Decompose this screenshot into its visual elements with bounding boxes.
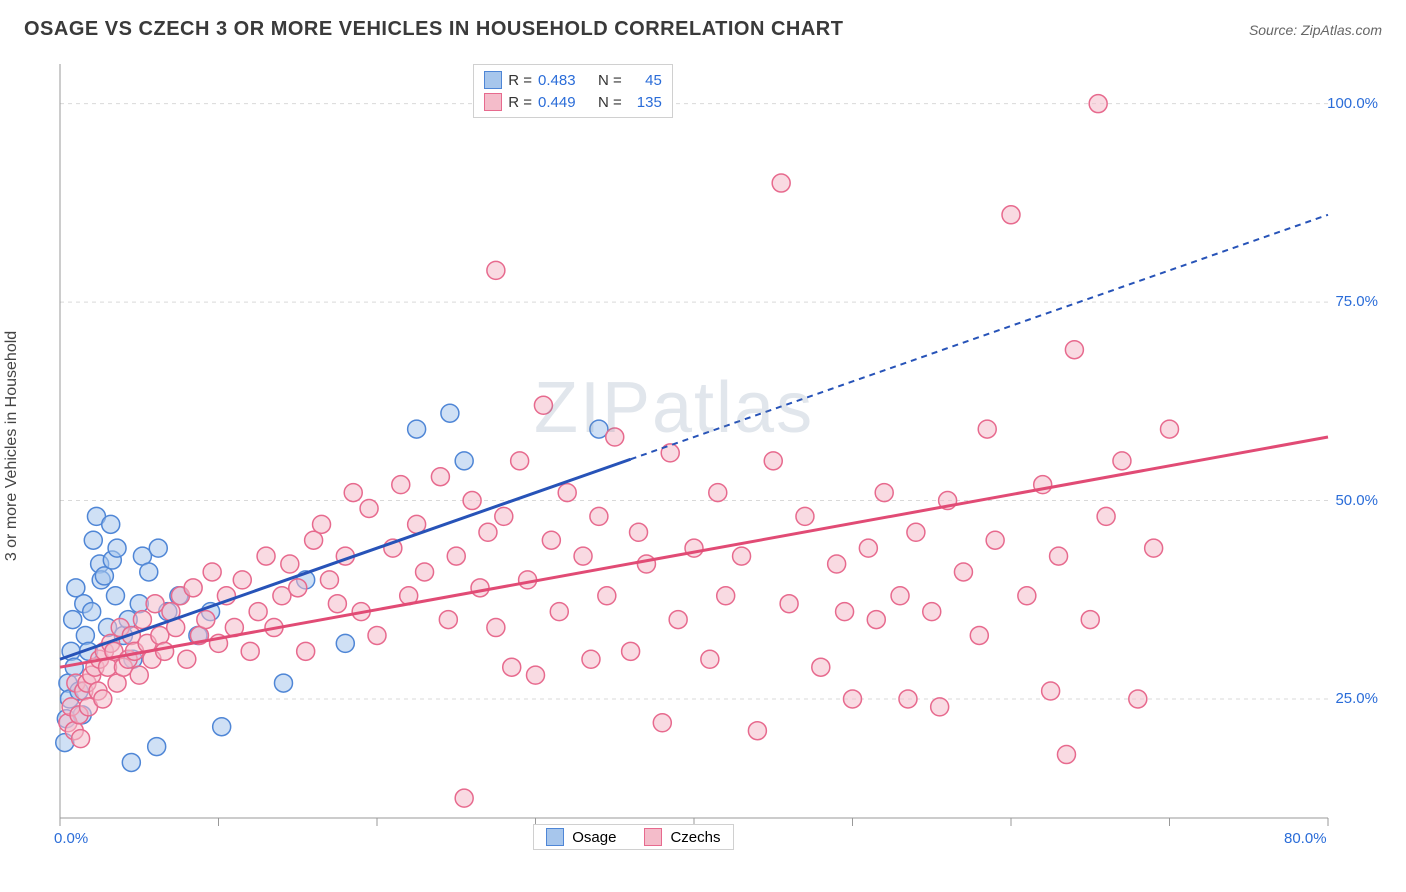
legend-swatch [644, 828, 662, 846]
n-value: 135 [628, 94, 662, 111]
legend-swatch [484, 71, 502, 89]
y-tick-label: 50.0% [1335, 492, 1378, 509]
stats-legend: R = 0.483 N = 45 R = 0.449 N = 135 [473, 64, 673, 118]
n-label: N = [598, 72, 622, 89]
stats-legend-row: R = 0.483 N = 45 [484, 69, 662, 91]
y-tick-label: 100.0% [1327, 95, 1378, 112]
r-value: 0.449 [538, 94, 592, 111]
r-label: R = [508, 72, 532, 89]
legend-item: Osage [546, 828, 616, 846]
x-tick-label: 80.0% [1284, 830, 1327, 847]
r-label: R = [508, 94, 532, 111]
r-value: 0.483 [538, 72, 592, 89]
legend-item: Czechs [644, 828, 720, 846]
n-value: 45 [628, 72, 662, 89]
header-row: OSAGE VS CZECH 3 OR MORE VEHICLES IN HOU… [24, 18, 1382, 41]
x-tick-label: 0.0% [54, 830, 88, 847]
n-label: N = [598, 94, 622, 111]
y-tick-label: 25.0% [1335, 690, 1378, 707]
y-tick-label: 75.0% [1335, 293, 1378, 310]
legend-label: Czechs [670, 829, 720, 846]
legend-label: Osage [572, 829, 616, 846]
y-axis-label: 3 or more Vehicles in Household [3, 331, 21, 561]
legend-swatch [484, 93, 502, 111]
legend-swatch [546, 828, 564, 846]
series-legend: Osage Czechs [533, 824, 733, 850]
stats-legend-row: R = 0.449 N = 135 [484, 91, 662, 113]
chart-area: ZIPatlas R =0.483N =45R =0.449N =135 Osa… [50, 52, 1386, 852]
scatter-chart [50, 52, 1386, 852]
chart-title: OSAGE VS CZECH 3 OR MORE VEHICLES IN HOU… [24, 18, 843, 41]
source-label: Source: ZipAtlas.com [1249, 22, 1382, 38]
